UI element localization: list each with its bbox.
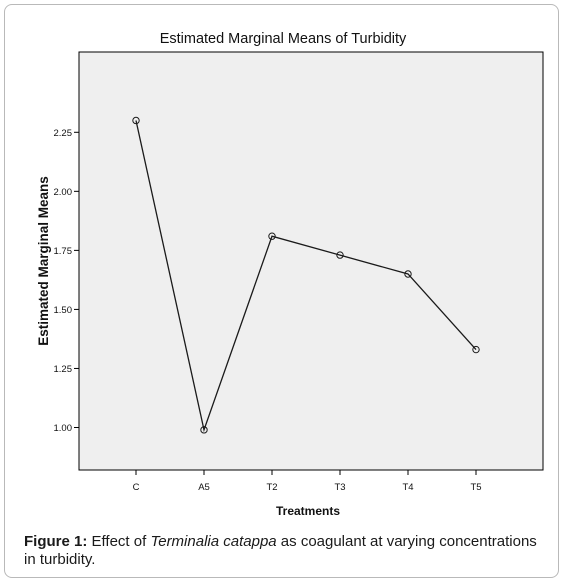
x-axis-ticks: C A5 T2 T3 T4 T5 [133,470,482,493]
y-axis-label: Estimated Marginal Means [36,176,51,346]
data-point-marker [336,251,344,259]
x-axis-label: Treatments [276,504,340,518]
figure-caption: Figure 1: Effect of Terminalia catappa a… [24,533,544,569]
x-tick-label: A5 [198,482,210,493]
series-layer [132,116,480,434]
y-axis-ticks: 1.00 1.25 1.50 1.75 2.00 2.25 [54,128,79,434]
caption-text-before: Effect of [87,533,151,550]
x-tick-label: T5 [470,482,481,493]
y-tick-label: 1.25 [54,364,73,375]
caption-label: Figure 1: [24,533,88,550]
x-tick-label: C [133,482,140,493]
data-point-marker [200,426,208,434]
caption-species: Terminalia catappa [150,533,277,550]
plot-area [78,51,544,471]
y-tick-label: 2.25 [54,128,73,139]
y-tick-label: 1.50 [54,305,73,316]
x-tick-label: T2 [266,482,277,493]
caption-text-after: as coagulant at varying concentrations i… [24,533,537,568]
data-point-marker [268,232,276,240]
y-tick-label: 1.00 [54,423,73,434]
chart-title: Estimated Marginal Means of Turbidity [160,31,407,47]
x-tick-label: T3 [334,482,345,493]
data-point-marker [132,116,140,125]
series-line [135,120,477,433]
data-point-marker [472,345,480,354]
y-tick-label: 1.75 [54,246,73,257]
data-point-marker [404,270,412,278]
x-tick-label: T4 [402,482,413,493]
y-tick-label: 2.00 [54,187,73,198]
